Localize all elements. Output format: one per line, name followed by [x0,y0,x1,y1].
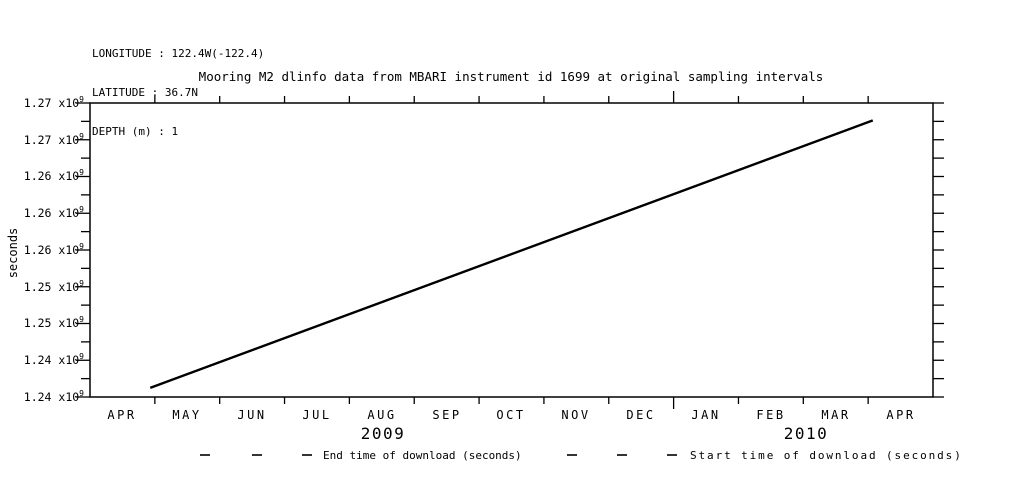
y-tick-base: 1.24 x10 [23,390,80,404]
header-longitude: LONGITUDE : 122.4W(-122.4) [92,47,265,60]
header-latitude: LATITUDE : 36.7N [92,86,198,99]
y-tick-exp: 9 [79,352,84,362]
header-depth: DEPTH (m) : 1 [92,125,179,138]
y-tick-exp: 9 [79,315,84,325]
y-tick-base: 1.25 x10 [23,316,80,330]
plot-title: Mooring M2 dlinfo data from MBARI instru… [198,69,824,84]
y-tick-label: 1.24 x109 [0,389,84,404]
y-tick-label: 1.26 x109 [0,168,84,183]
y-tick-base: 1.25 x10 [23,280,80,294]
legend-label-start-time: Start time of download (seconds) [690,449,963,462]
y-tick-exp: 9 [79,205,84,215]
y-tick-label: 1.26 x109 [0,205,84,220]
y-tick-label: 1.27 x109 [0,132,84,147]
y-tick-base: 1.26 x10 [23,206,80,220]
y-tick-exp: 9 [79,95,84,105]
y-tick-base: 1.24 x10 [23,353,80,367]
x-month-label: JUL [302,408,332,422]
y-tick-exp: 9 [79,389,84,399]
y-tick-label: 1.25 x109 [0,279,84,294]
y-tick-base: 1.26 x10 [23,169,80,183]
y-tick-exp: 9 [79,132,84,142]
y-tick-exp: 9 [79,168,84,178]
x-month-label: MAY [172,408,202,422]
y-tick-exp: 9 [79,242,84,252]
x-month-label: OCT [496,408,526,422]
x-month-label: APR [107,408,137,422]
y-tick-label: 1.26 x109 [0,242,84,257]
x-month-label: FEB [756,408,786,422]
x-year-label-2009: 2009 [360,424,406,443]
x-month-label: JUN [237,408,267,422]
x-year-label-2010: 2010 [783,424,829,443]
x-month-label: JAN [691,408,721,422]
header-info: LONGITUDE : 122.4W(-122.4) LATITUDE : 36… [92,21,264,164]
y-tick-label: 1.25 x109 [0,315,84,330]
y-tick-label: 1.24 x109 [0,352,84,367]
x-month-label: AUG [367,408,397,422]
y-tick-exp: 9 [79,279,84,289]
y-tick-base: 1.27 x10 [23,133,80,147]
x-month-label: APR [886,408,916,422]
y-tick-base: 1.26 x10 [23,243,80,257]
data-line-start-time [149,119,874,389]
x-month-label: NOV [561,408,591,422]
y-tick-base: 1.27 x10 [23,96,80,110]
x-month-label: SEP [432,408,462,422]
y-tick-label: 1.27 x109 [0,95,84,110]
plot-frame [89,102,934,398]
x-month-label: MAR [821,408,851,422]
legend-label-end-time: End time of download (seconds) [323,449,522,462]
x-month-label: DEC [626,408,656,422]
